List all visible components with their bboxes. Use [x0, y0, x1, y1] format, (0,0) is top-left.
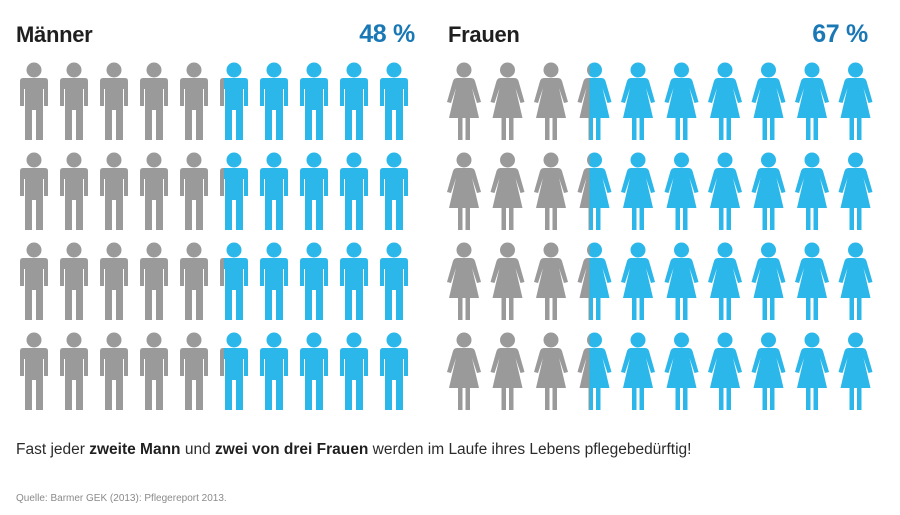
man-icon-r1-c5	[180, 62, 208, 140]
man-icon-r3-c3	[100, 242, 128, 320]
woman-icon-r3-c2	[490, 242, 525, 320]
men-panel-title: Männer	[16, 22, 93, 47]
woman-icon-r3-c3	[534, 242, 568, 320]
caption-text-2: und	[180, 441, 216, 458]
man-icon-r3-c2	[60, 242, 88, 320]
woman-icon-r4-c2	[490, 332, 525, 410]
woman-icon-r4-c5	[621, 332, 655, 410]
women-panel-title: Frauen	[448, 22, 520, 47]
man-icon-r4-c6	[220, 332, 248, 410]
man-icon-r4-c8	[300, 332, 328, 410]
woman-icon-r2-c7	[708, 152, 742, 230]
caption-text-1: Fast jeder	[16, 441, 90, 458]
man-icon-r4-c5	[180, 332, 208, 410]
woman-icon-r3-c5	[621, 242, 655, 320]
caption: Fast jeder zweite Mann und zwei von drei…	[16, 441, 691, 459]
woman-icon-r1-c2	[490, 62, 525, 140]
man-icon-r1-c2	[60, 62, 88, 140]
woman-icon-r4-c8	[751, 332, 786, 410]
women-pictogram-grid	[447, 62, 873, 410]
man-icon-r4-c10	[380, 332, 408, 410]
man-icon-r4-c4	[140, 332, 168, 410]
woman-icon-r1-c1	[447, 62, 481, 140]
man-icon-r2-c3	[100, 152, 128, 230]
caption-bold-1: zweite Mann	[89, 441, 181, 458]
women-percentage: 67 %	[812, 20, 868, 48]
man-icon-r4-c1	[20, 332, 48, 410]
woman-icon-r4-c10	[838, 332, 873, 410]
man-icon-r2-c7	[260, 152, 288, 230]
woman-icon-r4-c1	[447, 332, 481, 410]
man-icon-r2-c6	[220, 152, 248, 230]
woman-icon-r4-c7	[708, 332, 742, 410]
woman-icon-r2-c4	[577, 152, 612, 230]
woman-icon-r1-c9	[795, 62, 829, 140]
woman-icon-r2-c6	[664, 152, 699, 230]
man-icon-r1-c9	[340, 62, 368, 140]
man-icon-r3-c8	[300, 242, 328, 320]
man-icon-r3-c4	[140, 242, 168, 320]
men-percentage: 48 %	[359, 20, 415, 48]
woman-icon-r4-c4	[577, 332, 612, 410]
man-icon-r1-c7	[260, 62, 288, 140]
woman-icon-r3-c9	[795, 242, 829, 320]
woman-icon-r4-c3	[534, 332, 568, 410]
man-icon-r4-c3	[100, 332, 128, 410]
caption-bold-2: zwei von drei Frauen	[215, 441, 369, 458]
woman-icon-r2-c9	[795, 152, 829, 230]
man-icon-r3-c5	[180, 242, 208, 320]
man-icon-r2-c10	[380, 152, 408, 230]
man-icon-r3-c1	[20, 242, 48, 320]
woman-icon-r3-c7	[708, 242, 742, 320]
man-icon-r1-c6	[220, 62, 248, 140]
woman-icon-r3-c6	[664, 242, 699, 320]
caption-text-3: werden im Laufe ihres Lebens pflegebedür…	[368, 441, 692, 458]
woman-icon-r4-c6	[664, 332, 699, 410]
man-icon-r2-c8	[300, 152, 328, 230]
man-icon-r1-c4	[140, 62, 168, 140]
woman-icon-r2-c5	[621, 152, 655, 230]
woman-icon-r2-c8	[751, 152, 786, 230]
man-icon-r2-c9	[340, 152, 368, 230]
man-icon-r4-c7	[260, 332, 288, 410]
source-note: Quelle: Barmer GEK (2013): Pflegereport …	[16, 493, 227, 504]
man-icon-r1-c10	[380, 62, 408, 140]
man-icon-r3-c9	[340, 242, 368, 320]
woman-icon-r2-c3	[534, 152, 568, 230]
man-icon-r2-c1	[20, 152, 48, 230]
man-icon-r3-c10	[380, 242, 408, 320]
man-icon-r4-c9	[340, 332, 368, 410]
woman-icon-r3-c10	[838, 242, 873, 320]
man-icon-r1-c1	[20, 62, 48, 140]
man-icon-r3-c6	[220, 242, 248, 320]
woman-icon-r2-c2	[490, 152, 525, 230]
woman-icon-r1-c4	[577, 62, 612, 140]
woman-icon-r1-c7	[708, 62, 742, 140]
woman-icon-r3-c8	[751, 242, 786, 320]
woman-icon-r3-c4	[577, 242, 612, 320]
man-icon-r4-c2	[60, 332, 88, 410]
man-icon-r2-c2	[60, 152, 88, 230]
woman-icon-r1-c5	[621, 62, 655, 140]
man-icon-r3-c7	[260, 242, 288, 320]
woman-icon-r3-c1	[447, 242, 481, 320]
woman-icon-r4-c9	[795, 332, 829, 410]
man-icon-r2-c4	[140, 152, 168, 230]
woman-icon-r2-c1	[447, 152, 481, 230]
woman-icon-r1-c8	[751, 62, 786, 140]
man-icon-r2-c5	[180, 152, 208, 230]
woman-icon-r2-c10	[838, 152, 873, 230]
woman-icon-r1-c10	[838, 62, 873, 140]
men-pictogram-grid	[20, 62, 408, 410]
man-icon-r1-c3	[100, 62, 128, 140]
woman-icon-r1-c3	[534, 62, 568, 140]
woman-icon-r1-c6	[664, 62, 699, 140]
man-icon-r1-c8	[300, 62, 328, 140]
